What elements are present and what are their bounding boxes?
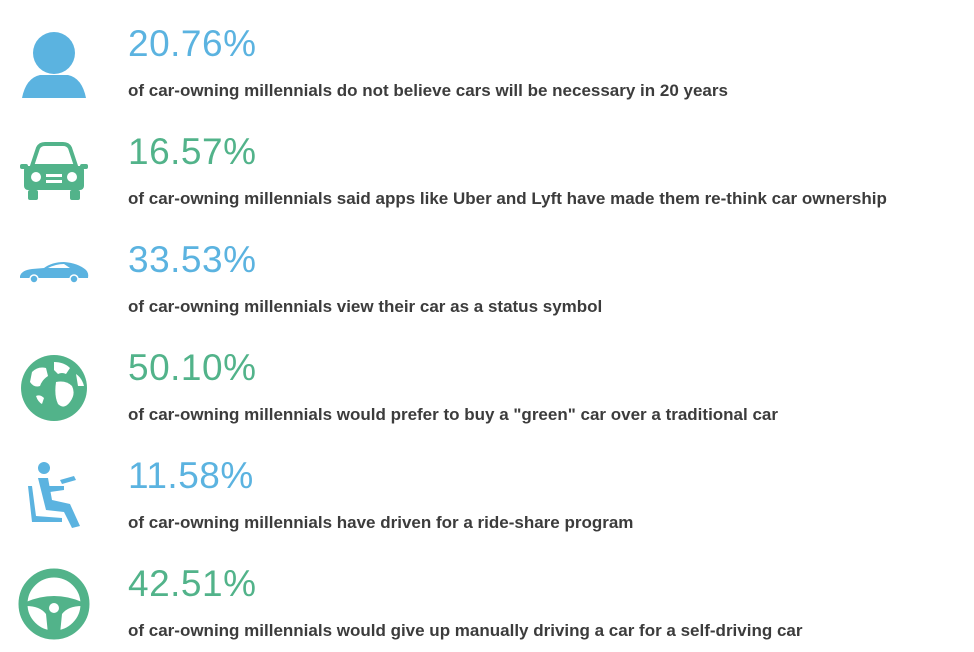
stat-caption: of car-owning millennials do not believe…: [128, 81, 728, 100]
sports-car-icon: [18, 244, 90, 316]
steering-wheel-icon: [18, 568, 90, 640]
stat-row-status-symbol: 33.53% of car-owning millennials view th…: [0, 220, 974, 328]
stat-percent: 33.53%: [128, 239, 257, 280]
stat-percent: 11.58%: [128, 455, 254, 496]
stat-caption: of car-owning millennials view their car…: [128, 297, 603, 316]
stat-caption: of car-owning millennials have driven fo…: [128, 513, 634, 532]
globe-icon: [18, 352, 90, 424]
seated-driver-icon: [18, 460, 90, 532]
stat-row-ride-apps: 16.57% of car-owning millennials said ap…: [0, 112, 974, 220]
stat-row-green-car: 50.10% of car-owning millennials would p…: [0, 328, 974, 436]
stat-row-ride-share: 11.58% of car-owning millennials have dr…: [0, 436, 974, 544]
stat-caption: of car-owning millennials said apps like…: [128, 189, 887, 208]
stat-percent: 42.51%: [128, 563, 257, 604]
stat-row-self-driving: 42.51% of car-owning millennials would g…: [0, 544, 974, 652]
stat-caption: of car-owning millennials would prefer t…: [128, 405, 778, 424]
person-head-icon: [18, 28, 90, 100]
stat-percent: 50.10%: [128, 347, 257, 388]
stat-caption: of car-owning millennials would give up …: [128, 621, 803, 640]
stat-row-car-necessity: 20.76% of car-owning millennials do not …: [0, 4, 974, 112]
stat-percent: 20.76%: [128, 23, 257, 64]
stat-percent: 16.57%: [128, 131, 257, 172]
car-front-icon: [18, 136, 90, 208]
